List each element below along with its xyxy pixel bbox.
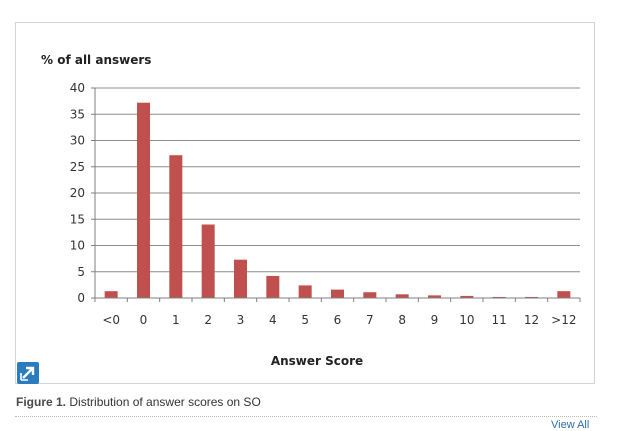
x-tick-label: 1 bbox=[172, 313, 180, 327]
bar-12 bbox=[460, 295, 474, 298]
x-tick-label: 3 bbox=[237, 313, 245, 327]
y-axis-title: % of all answers bbox=[41, 53, 151, 67]
x-tick-label: 12 bbox=[524, 313, 539, 327]
bar-8 bbox=[331, 289, 344, 298]
x-tick-label: 11 bbox=[492, 313, 507, 327]
x-tick-label: 7 bbox=[366, 313, 374, 327]
y-tick-label: 25 bbox=[70, 160, 85, 174]
x-tick-label: 8 bbox=[398, 313, 406, 327]
figure-caption-text: Distribution of answer scores on SO bbox=[69, 395, 261, 409]
bar-7 bbox=[298, 285, 312, 298]
bar-1 bbox=[104, 291, 118, 298]
x-tick-label: >12 bbox=[551, 313, 576, 327]
x-tick-label: 2 bbox=[204, 313, 212, 327]
y-tick-label: 35 bbox=[70, 107, 85, 121]
bar-4 bbox=[201, 224, 215, 298]
y-tick-label: 0 bbox=[77, 291, 85, 305]
x-tick-label: 4 bbox=[269, 313, 277, 327]
expand-arrow-icon bbox=[20, 366, 35, 381]
expand-figure-button[interactable] bbox=[17, 362, 39, 384]
x-tick-label: 10 bbox=[459, 313, 474, 327]
x-tick-label: 0 bbox=[140, 313, 148, 327]
x-tick-label: 5 bbox=[301, 313, 309, 327]
bar-13 bbox=[492, 296, 506, 298]
bar-10 bbox=[395, 294, 409, 298]
x-tick-label: 6 bbox=[334, 313, 342, 327]
x-axis-title: Answer Score bbox=[271, 354, 363, 368]
bar-11 bbox=[428, 295, 441, 298]
figure-label: Figure 1. bbox=[16, 395, 67, 409]
y-tick-label: 40 bbox=[70, 81, 85, 95]
y-tick-label: 10 bbox=[70, 239, 85, 253]
y-tick-label: 15 bbox=[70, 212, 85, 226]
bar-3 bbox=[169, 155, 183, 298]
bar-2 bbox=[137, 102, 150, 298]
view-all-link[interactable]: View All bbox=[551, 419, 590, 431]
bar-6 bbox=[266, 275, 280, 298]
chart-area: 0 5 10 15 20 25 30 35 40 <0 0 1 2 3 4 5 6 7 8 9 10 11 12 >12 % … bbox=[38, 40, 593, 385]
y-tick-label: 5 bbox=[77, 265, 85, 279]
bar-9 bbox=[363, 292, 377, 298]
bar-15 bbox=[557, 291, 571, 298]
y-tick-label: 30 bbox=[70, 134, 85, 148]
figure-frame: 0 5 10 15 20 25 30 35 40 <0 0 1 2 3 4 5 6 7 8 9 10 11 12 >12 % … bbox=[15, 22, 595, 384]
x-tick-label: <0 bbox=[102, 313, 120, 327]
x-tick-label: 9 bbox=[431, 313, 439, 327]
divider bbox=[15, 416, 597, 417]
bar-14 bbox=[525, 296, 538, 298]
figure-caption: Figure 1. Distribution of answer scores … bbox=[16, 395, 261, 409]
bar-5 bbox=[234, 259, 247, 298]
y-tick-label: 20 bbox=[70, 186, 85, 200]
